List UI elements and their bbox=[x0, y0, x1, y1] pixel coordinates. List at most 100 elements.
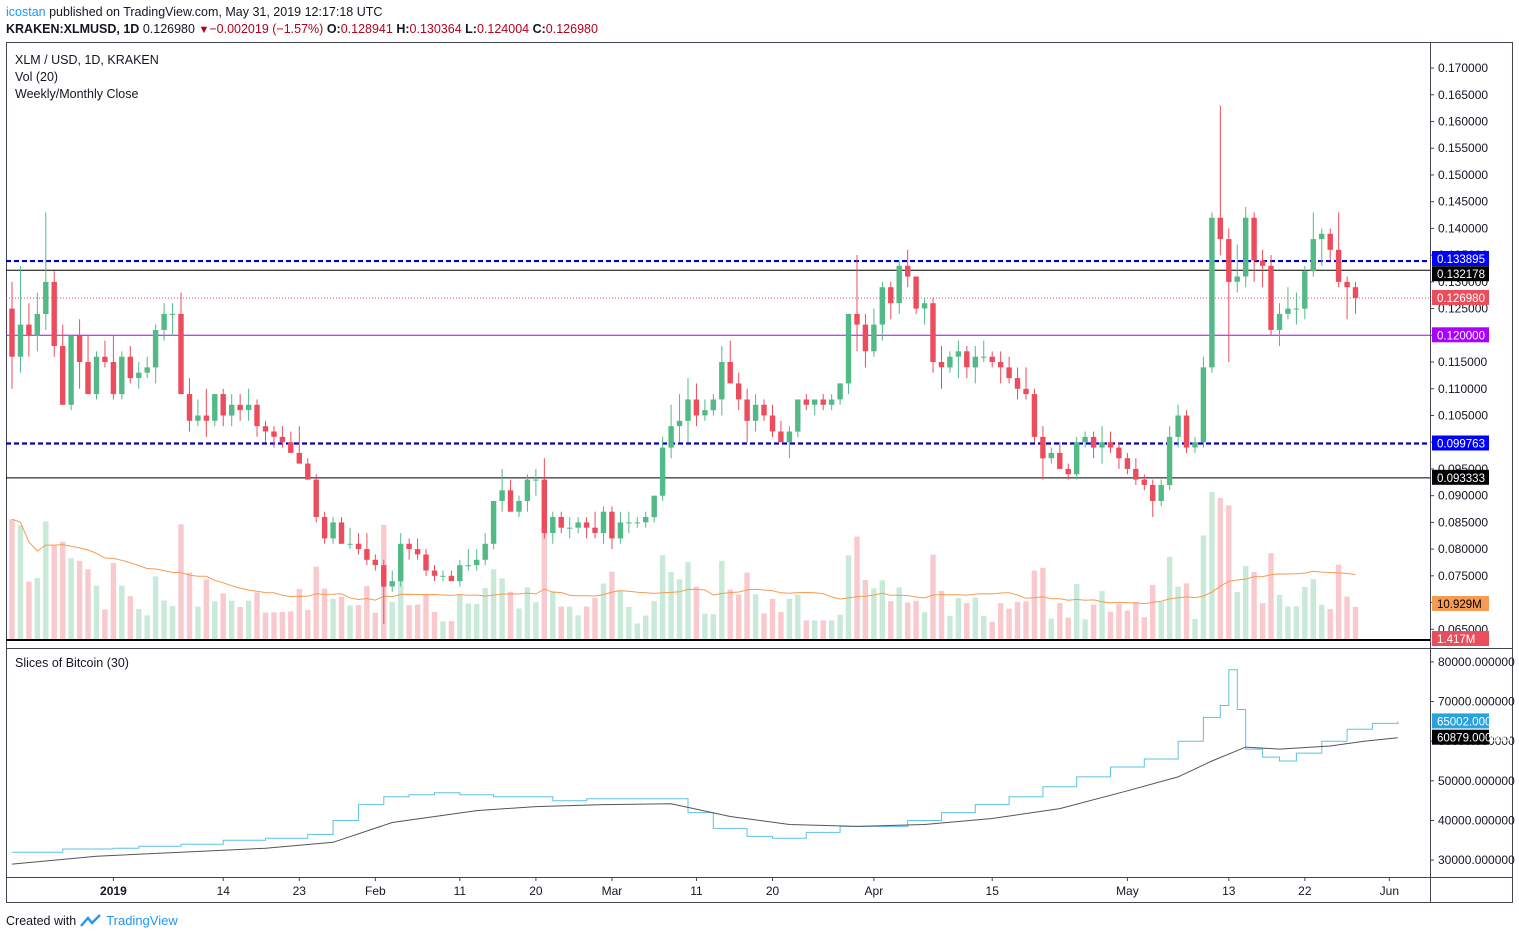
candle-body bbox=[26, 324, 32, 336]
price-tick-label: 0.145000 bbox=[1438, 195, 1488, 209]
level-label-box bbox=[1432, 251, 1489, 266]
candle-body bbox=[1048, 452, 1054, 459]
candle-body bbox=[786, 431, 793, 443]
candle-body bbox=[507, 490, 514, 512]
candle-body bbox=[431, 570, 438, 576]
candle-body bbox=[997, 362, 1004, 368]
volume-bar bbox=[1082, 619, 1088, 640]
level-label-box bbox=[1432, 266, 1489, 282]
candle-body bbox=[288, 442, 294, 453]
level-label: 0.133895 bbox=[1437, 254, 1485, 266]
slices-line bbox=[12, 669, 1399, 853]
volume-bar bbox=[288, 611, 294, 640]
volume-bar bbox=[736, 594, 742, 640]
candle-body bbox=[938, 362, 945, 368]
tradingview-brand[interactable]: TradingView bbox=[106, 913, 178, 928]
candle-body bbox=[127, 356, 133, 379]
volume-bar bbox=[490, 569, 497, 640]
volume-bar bbox=[161, 600, 167, 640]
volume-bar bbox=[355, 605, 362, 640]
candle-body bbox=[676, 420, 683, 427]
candle-body bbox=[43, 281, 49, 314]
candle-body bbox=[1074, 442, 1080, 475]
volume-bar bbox=[1251, 572, 1257, 640]
volume-bar bbox=[997, 603, 1004, 640]
price-tick-label: 0.140000 bbox=[1438, 221, 1488, 235]
candle-body bbox=[1276, 313, 1283, 330]
tradingview-logo-icon[interactable] bbox=[80, 913, 102, 928]
volume-bar bbox=[862, 580, 869, 640]
candle-body bbox=[490, 501, 497, 544]
volume-bar bbox=[262, 612, 269, 640]
time-tick-label: Mar bbox=[602, 884, 623, 898]
candle-body bbox=[1319, 233, 1325, 240]
candle-body bbox=[964, 351, 970, 368]
time-tick-label: 22 bbox=[1298, 884, 1312, 898]
candle-body bbox=[626, 522, 632, 524]
volume-bar bbox=[448, 621, 455, 640]
candle-body bbox=[592, 527, 598, 533]
high-value: 0.130364 bbox=[409, 22, 462, 36]
volume-bar bbox=[854, 536, 860, 640]
slices-series bbox=[11, 669, 1399, 865]
candle-body bbox=[820, 399, 826, 405]
low-value: 0.124004 bbox=[476, 22, 530, 36]
volume-bar bbox=[1319, 604, 1325, 640]
candle-body bbox=[516, 501, 522, 512]
candle-body bbox=[17, 324, 24, 357]
volume-bar bbox=[558, 606, 564, 640]
time-tick-label: 15 bbox=[986, 884, 1000, 898]
price-tick-label: 0.165000 bbox=[1438, 88, 1488, 102]
candle-body bbox=[414, 549, 421, 555]
price-change: −0.002019 (−1.57%) bbox=[209, 22, 324, 36]
volume-bar bbox=[828, 620, 835, 640]
volume-bar bbox=[1124, 610, 1131, 640]
close-value: 0.126980 bbox=[545, 22, 598, 36]
volume-bar bbox=[414, 604, 421, 640]
volume-bar bbox=[347, 605, 353, 640]
slices-last-label-box bbox=[1432, 713, 1489, 729]
candle-body bbox=[668, 426, 674, 448]
candle-body bbox=[905, 265, 911, 277]
candle-body bbox=[144, 367, 150, 373]
volume-bar bbox=[592, 597, 598, 640]
candle-body bbox=[1116, 447, 1122, 459]
volume-bar bbox=[609, 571, 615, 640]
time-tick-label: 11 bbox=[454, 884, 467, 898]
price-tick-label: 0.150000 bbox=[1438, 168, 1488, 182]
candle-body bbox=[828, 399, 835, 405]
volume-bar bbox=[338, 596, 345, 640]
candle-body bbox=[862, 324, 869, 352]
volume-bar bbox=[1150, 584, 1156, 640]
candle-body bbox=[1285, 308, 1291, 314]
candle-body bbox=[9, 308, 15, 357]
candle-body bbox=[1040, 436, 1046, 459]
volume-bar bbox=[1217, 497, 1223, 640]
volume-bar bbox=[820, 620, 826, 640]
price-tick-label: 0.105000 bbox=[1438, 409, 1488, 423]
candle-body bbox=[845, 313, 852, 384]
volume-bar bbox=[1099, 591, 1105, 640]
volume-bar bbox=[989, 621, 995, 640]
candle-body bbox=[279, 436, 286, 443]
slices-tick-label: 30000.000000 bbox=[1438, 853, 1515, 867]
volume-ma-label-box bbox=[1432, 596, 1489, 611]
volume-ma-label: 10.929M bbox=[1437, 599, 1482, 611]
candle-body bbox=[1183, 415, 1190, 448]
candle-body bbox=[262, 426, 269, 432]
candle-body bbox=[1344, 281, 1350, 288]
volume-bar bbox=[803, 620, 809, 640]
candle-body bbox=[1268, 265, 1274, 330]
volume-bar bbox=[676, 579, 683, 640]
candle-body bbox=[465, 565, 471, 567]
volume-bar bbox=[685, 562, 691, 640]
volume-bar bbox=[364, 586, 370, 640]
slices-ma-label: 60879.000000 bbox=[1437, 733, 1511, 745]
slices-last-label: 65002.000000 bbox=[1437, 716, 1511, 728]
author-link[interactable]: icostan bbox=[6, 5, 46, 19]
candle-body bbox=[1259, 260, 1266, 266]
volume-bar bbox=[1310, 579, 1316, 640]
volume-bar bbox=[626, 607, 632, 640]
volume-last-label: 1.417M bbox=[1437, 634, 1475, 646]
